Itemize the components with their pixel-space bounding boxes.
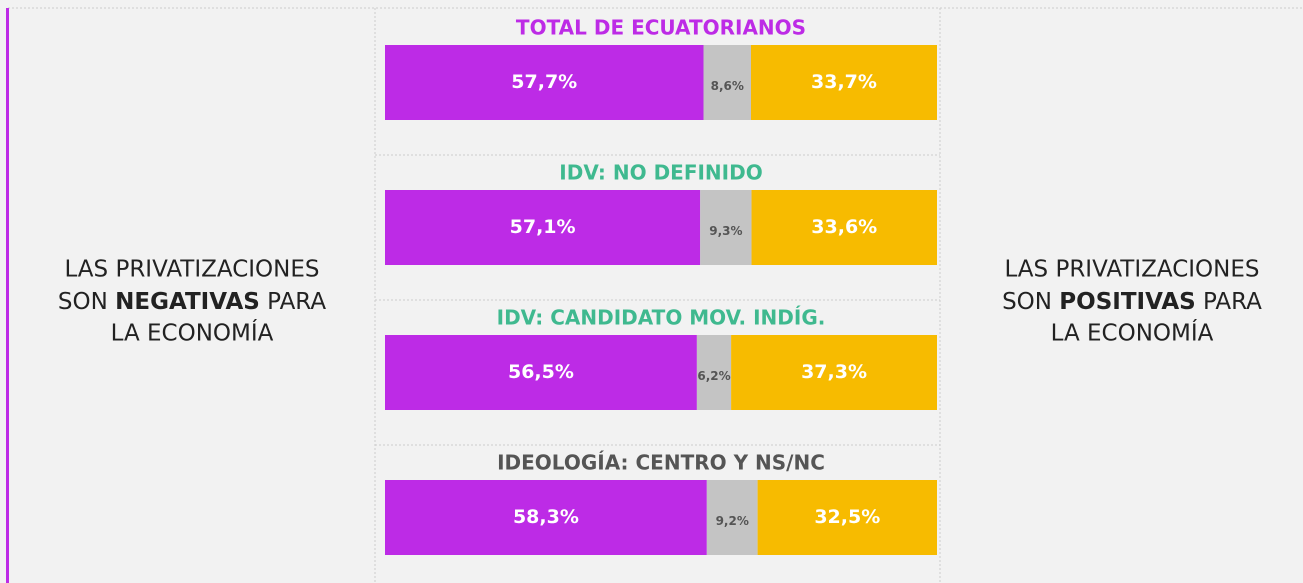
panel-title: TOTAL DE ECUATORIANOS (516, 16, 806, 40)
value-label: 8,6% (711, 79, 744, 93)
side-text: LA ECONOMÍA (1051, 319, 1214, 347)
value-label: 33,7% (811, 71, 877, 93)
bar-segment (385, 335, 697, 410)
bar-segment (757, 480, 937, 555)
side-text: LA ECONOMÍA (111, 319, 274, 347)
value-label: 9,3% (709, 224, 742, 238)
side-text: PARA (1203, 289, 1262, 315)
value-label: 6,2% (697, 369, 730, 383)
side-text: LAS PRIVATIZACIONES (64, 257, 319, 283)
bar-segment (385, 480, 707, 555)
side-text: SON (1002, 289, 1052, 315)
side-text: SON (58, 289, 108, 315)
bar-segment (703, 45, 751, 120)
value-label: 33,6% (811, 216, 877, 238)
bar-segment (700, 190, 752, 265)
bar-segment (385, 45, 704, 120)
side-text: SON NEGATIVAS PARA (58, 289, 326, 315)
value-label: 32,5% (814, 506, 880, 528)
bar-segment (731, 335, 937, 410)
value-label: 57,1% (510, 216, 576, 238)
bar-segment (750, 45, 937, 120)
panel-title: IDV: NO DEFINIDO (559, 161, 762, 185)
value-label: 56,5% (508, 361, 574, 383)
side-text: SON POSITIVAS PARA (1002, 289, 1262, 315)
accent-bar (6, 8, 9, 583)
side-text-bold: NEGATIVAS (115, 289, 260, 315)
panel-title: IDEOLOGÍA: CENTRO Y NS/NC (497, 451, 825, 475)
bar-segment (696, 335, 732, 410)
bar-segment (751, 190, 937, 265)
bar-segment (385, 190, 701, 265)
value-label: 57,7% (511, 71, 577, 93)
value-label: 58,3% (513, 506, 579, 528)
side-text-bold: POSITIVAS (1059, 289, 1195, 315)
panel-title: IDV: CANDIDATO MOV. INDÍG. (497, 306, 826, 330)
side-text: PARA (267, 289, 326, 315)
bar-segment (706, 480, 758, 555)
value-label: 37,3% (801, 361, 867, 383)
value-label: 9,2% (716, 514, 749, 528)
side-text: LAS PRIVATIZACIONES (1004, 257, 1259, 283)
